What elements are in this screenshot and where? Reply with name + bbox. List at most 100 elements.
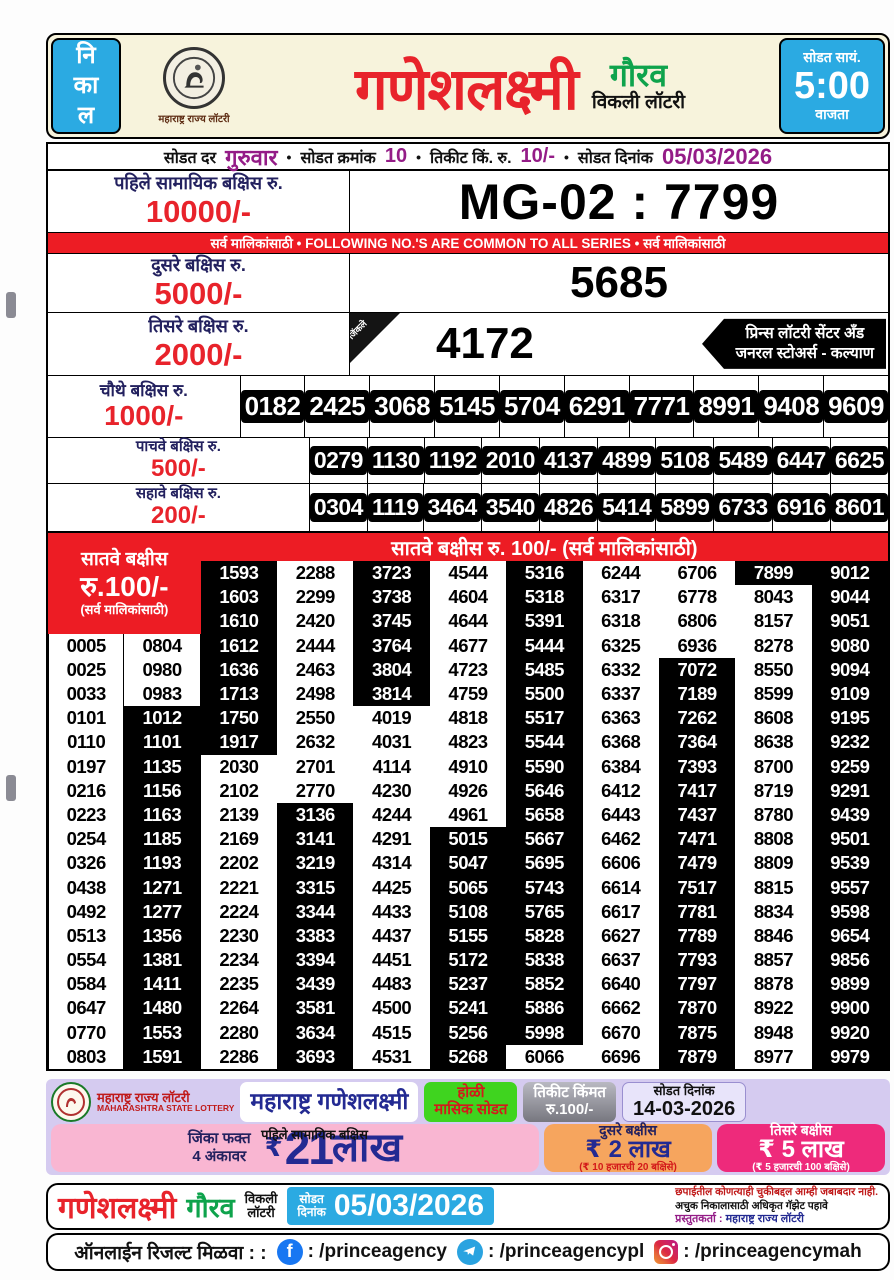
number-cell: 5414 [597, 484, 656, 531]
header: नि का ल महाराष्ट्र राज्य लॉटरी गणेशलक्ष्… [46, 33, 890, 139]
prize-100-number: 1593 [200, 561, 278, 586]
prize-100-number: 8948 [735, 1020, 812, 1045]
telegram-link[interactable]: : /princeagencypl [456, 1238, 645, 1265]
telegram-handle[interactable]: : /princeagencypl [487, 1240, 645, 1262]
prize-100-number: 7364 [658, 730, 736, 755]
prize-100-number: 4114 [353, 754, 430, 779]
instagram-link[interactable]: : /princeagencymah [654, 1239, 862, 1264]
seventh-prize-table: सातवे बक्षीस रु.100/- (सर्व मालिकांसाठी)… [46, 533, 890, 1071]
prize-100-number: 7471 [658, 827, 736, 852]
prize-100-number: 4433 [353, 899, 430, 924]
prize-100-number: 3581 [277, 996, 354, 1021]
prize-100-number: 4644 [429, 609, 507, 634]
prize-100-number: 0980 [124, 657, 201, 682]
prize-100-number: 5667 [506, 827, 583, 852]
prize-100-number: 3315 [277, 875, 354, 900]
prize-100-number: 3383 [277, 923, 354, 948]
prize-100-number: 4961 [429, 802, 507, 828]
prize-100-number: 8977 [735, 1044, 812, 1069]
prize-100-number: 3344 [277, 899, 354, 924]
prize-100-number: 2224 [200, 899, 278, 924]
seller-name-line1: प्रिन्स लॉटरी सेंटर अँड [745, 324, 865, 342]
number-cell: 9408 [758, 376, 824, 437]
seventh-prize-label: सातवे बक्षीस [81, 548, 168, 570]
prize-100-number: 0254 [48, 827, 125, 852]
prize-100-number: 6606 [582, 851, 659, 876]
promo-second-note: (₹ 10 हजारची 20 बक्षिसे) [579, 1161, 677, 1173]
instagram-handle[interactable]: : /princeagencymah [683, 1240, 862, 1262]
prize-100-number: 0216 [48, 778, 125, 803]
prize-100-number: 0584 [48, 972, 125, 997]
prize-100-number: 3141 [277, 827, 354, 852]
prize-100-number: 5852 [506, 972, 583, 997]
fourth-prize-amount: 1000/- [104, 400, 184, 432]
prize-table: पहिले सामायिक बक्षिस रु. 10000/- MG-02 :… [46, 171, 890, 533]
prize-100-number: 6412 [582, 778, 659, 803]
facebook-link[interactable]: f : /princeagency [276, 1238, 447, 1265]
prize-100-number: 5695 [506, 851, 583, 876]
prize-100-number: 6462 [582, 827, 659, 852]
prize-100-number: 2102 [200, 778, 278, 803]
prize-100-number: 3439 [277, 972, 354, 997]
number-cell: 9609 [823, 376, 888, 437]
prize-100-number: 8550 [735, 657, 812, 682]
prize-100-number: 9920 [811, 1020, 888, 1045]
binding-mark [6, 292, 16, 318]
prize-100-number: 0804 [124, 633, 201, 658]
prize-100-number: 4544 [429, 561, 507, 586]
prize-100-number: 1636 [200, 657, 278, 682]
prize-100-number: 4031 [353, 730, 430, 755]
number-cell: 2010 [480, 438, 539, 483]
prize-100-number: 5828 [506, 923, 583, 948]
promo-lottery-name: महाराष्ट्र राज्य लॉटरी [97, 1089, 190, 1105]
prize-100-number: 7797 [658, 972, 736, 997]
prize-100-number: 6337 [582, 681, 659, 707]
draw-date: 05/03/2026 [661, 143, 773, 169]
bullet-icon: • [564, 148, 569, 165]
winning-number: 2010 [481, 446, 539, 475]
prize-100-number: 1012 [124, 706, 201, 731]
prize-100-number: 5015 [429, 827, 507, 852]
prize-100-number: 7417 [658, 778, 736, 803]
prize-100-number: 5743 [506, 875, 583, 900]
fifth-prize-amount: 500/- [151, 455, 206, 483]
number-cell: 6625 [829, 438, 888, 483]
bottom-weekly-line1: विकली [244, 1191, 278, 1207]
prize-100-number: 8857 [735, 948, 812, 973]
winning-number: 3464 [423, 493, 481, 522]
winning-number: 8991 [694, 390, 759, 423]
prize-100-number: 4515 [353, 1020, 430, 1045]
prize-100-number: 5590 [506, 754, 583, 779]
prize-100-number: 4910 [429, 754, 507, 779]
prize-100-number: 3136 [277, 802, 354, 828]
prize-100-number: 2632 [277, 730, 354, 755]
draw-time-suffix: वाजता [815, 106, 849, 122]
facebook-handle[interactable]: : /princeagency [307, 1240, 447, 1262]
prize-100-number: 0647 [48, 996, 125, 1021]
prize-100-number: 4291 [353, 827, 430, 852]
prize-100-number: 0025 [48, 657, 125, 682]
prize-100-number: 2230 [200, 923, 278, 948]
prize-100-number: 5391 [506, 609, 583, 634]
second-prize-amount: 5000/- [154, 275, 243, 311]
prize-100-number: 2498 [277, 681, 354, 707]
bullet-icon: • [416, 148, 421, 165]
promo-draw-date-value: 14-03-2026 [632, 1098, 736, 1121]
promo-third-amount: ₹ 5 लाख [758, 1136, 844, 1164]
prize-100-number: 2280 [200, 1020, 278, 1045]
promo-second-label: दुसरे बक्षीस [599, 1121, 657, 1138]
prize-100-number: 6778 [658, 585, 736, 610]
promo-first-unit: लाख [331, 1125, 403, 1170]
prize-100-number: 4314 [353, 851, 430, 876]
prize-100-number: 6706 [658, 561, 736, 586]
prize-100-number: 6662 [582, 996, 659, 1021]
prize-100-number: 1271 [124, 875, 201, 900]
winning-number: 5704 [499, 390, 564, 423]
number-cell: 1130 [366, 438, 424, 483]
promo-holi-line2: मासिक सोडत [434, 1100, 508, 1118]
winner-ribbon: जिंकले [350, 313, 400, 363]
third-prize-number: 4172 [436, 319, 534, 368]
prize-100-number: 9195 [811, 706, 888, 731]
prize-100-number: 0803 [48, 1044, 125, 1069]
bullet-icon: • [286, 148, 292, 165]
